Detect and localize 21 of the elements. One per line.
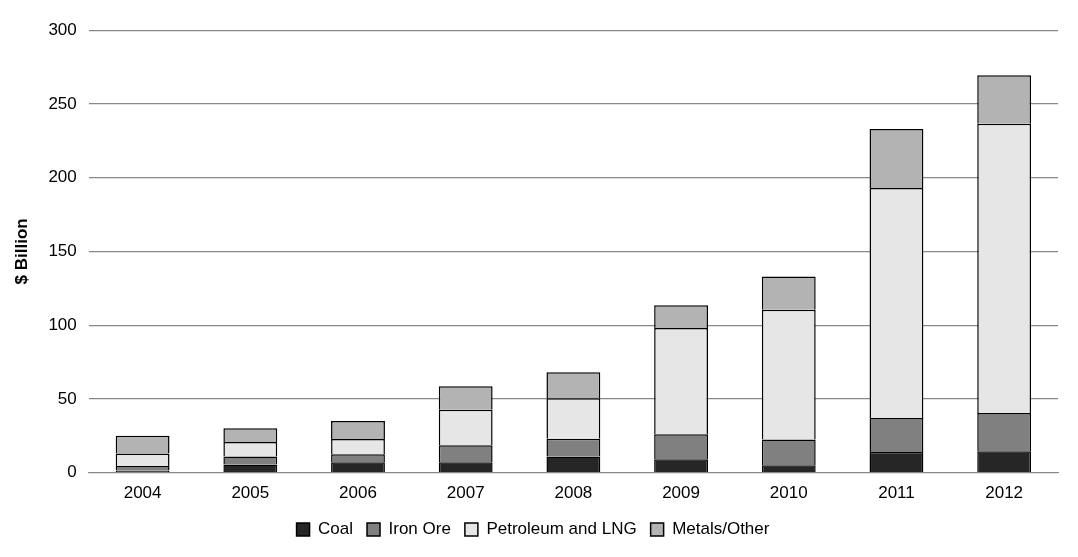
x-tick-label: 2011 <box>878 483 915 503</box>
x-tick-label: 2007 <box>446 483 485 503</box>
y-tick-label: 250 <box>48 93 77 113</box>
x-tick-label: 2009 <box>662 483 700 503</box>
legend-label: Metals/Other <box>672 519 770 539</box>
y-tick-label: 200 <box>48 167 77 187</box>
x-tick-label: 2005 <box>231 483 270 503</box>
x-tick-label: 2010 <box>769 483 808 503</box>
y-tick-label: 50 <box>57 388 77 408</box>
x-tick-label: 2008 <box>554 483 593 503</box>
y-tick-label: 300 <box>48 19 77 39</box>
x-tick-label: 2004 <box>123 483 162 503</box>
y-tick-label: 0 <box>67 462 77 482</box>
legend-label: Petroleum and LNG <box>486 519 637 539</box>
legend-label: Coal <box>318 519 354 539</box>
x-tick-label: 2012 <box>985 483 1024 503</box>
legend-label: Iron Ore <box>388 519 451 539</box>
y-tick-label: 100 <box>48 314 77 334</box>
y-axis-title: $ Billion <box>11 218 31 285</box>
x-tick-label: 2006 <box>339 483 377 503</box>
y-tick-label: 150 <box>48 241 77 261</box>
